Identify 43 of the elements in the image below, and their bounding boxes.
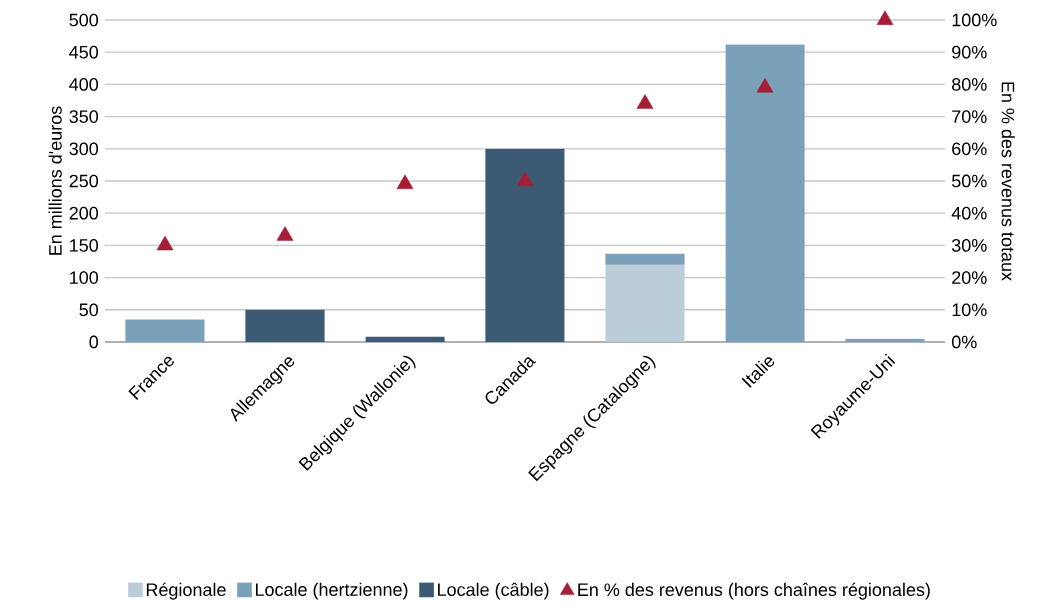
bar	[845, 338, 925, 342]
legend-label: Locale (hertzienne)	[255, 582, 408, 600]
legend-label: Régionale	[146, 582, 226, 600]
y2-tick-label: 30%	[951, 239, 987, 252]
bar	[365, 336, 445, 342]
y-tick-label: 100	[70, 271, 99, 284]
y2-tick-label: 50%	[951, 174, 987, 188]
y-tick-label: 0	[89, 335, 99, 349]
bar	[125, 319, 205, 342]
y-tick-label: 300	[69, 142, 99, 156]
y2-tick-label: 10%	[952, 303, 987, 317]
point	[636, 94, 654, 109]
y2-axis-title: En % des revenus totaux	[1001, 82, 1015, 281]
legend-label: En % des revenus (hors chaînes régionales)	[578, 582, 930, 600]
y-tick-label: 450	[69, 45, 99, 59]
y2-tick-label: 90%	[952, 45, 987, 59]
y2-tick-label: 0%	[951, 335, 977, 349]
y2-tick-label: 60%	[952, 142, 987, 156]
y-tick-label: 250	[69, 174, 99, 188]
y-tick-label: 150	[70, 239, 99, 252]
y-tick-label: 50	[79, 303, 99, 317]
bar	[605, 264, 685, 342]
y-axis-title: En millions d'euros	[48, 106, 62, 255]
point	[276, 226, 294, 241]
y-tick-label: 200	[69, 206, 99, 220]
bar	[605, 253, 685, 265]
y2-tick-label: 70%	[952, 110, 987, 123]
bar	[485, 148, 565, 342]
y-tick-label: 350	[69, 110, 99, 123]
bar	[245, 309, 325, 342]
y2-tick-label: 100%	[952, 13, 997, 27]
point	[396, 174, 414, 190]
point	[756, 78, 774, 93]
bar	[725, 44, 805, 342]
y-tick-label: 500	[69, 13, 99, 27]
y2-tick-label: 80%	[952, 78, 987, 91]
legend-label: Locale (câble)	[438, 582, 549, 600]
y2-tick-label: 40%	[951, 206, 987, 220]
y-tick-label: 400	[69, 78, 99, 91]
y2-tick-label: 20%	[952, 271, 987, 284]
point	[876, 10, 894, 25]
point	[516, 171, 534, 186]
point	[156, 235, 174, 251]
